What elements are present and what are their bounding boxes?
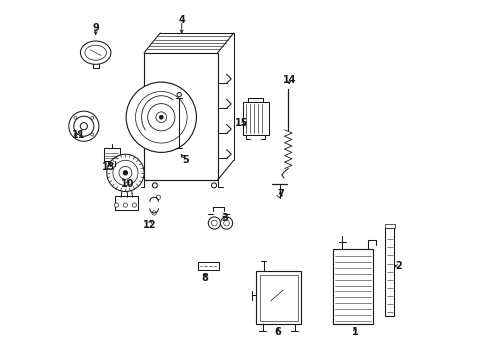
Circle shape xyxy=(135,91,187,143)
Circle shape xyxy=(147,104,175,131)
Circle shape xyxy=(208,217,220,229)
Text: 5: 5 xyxy=(182,155,188,165)
Circle shape xyxy=(156,195,160,199)
Circle shape xyxy=(114,203,119,207)
Text: 2: 2 xyxy=(394,261,401,271)
Circle shape xyxy=(223,220,229,226)
Bar xyxy=(242,102,268,135)
Circle shape xyxy=(119,166,132,179)
Text: 4: 4 xyxy=(178,15,185,26)
Circle shape xyxy=(156,112,166,123)
Bar xyxy=(256,271,301,324)
Circle shape xyxy=(126,82,196,152)
Text: 14: 14 xyxy=(282,75,295,85)
Circle shape xyxy=(211,183,216,188)
Bar xyxy=(144,53,217,180)
Text: 11: 11 xyxy=(72,130,85,140)
Circle shape xyxy=(152,211,156,215)
Circle shape xyxy=(74,116,94,136)
Circle shape xyxy=(132,203,136,207)
Circle shape xyxy=(113,160,138,185)
Circle shape xyxy=(91,116,94,119)
Text: 10: 10 xyxy=(121,179,134,189)
Ellipse shape xyxy=(80,41,111,64)
Text: 13: 13 xyxy=(102,162,115,172)
Bar xyxy=(333,249,372,324)
Text: 6: 6 xyxy=(274,327,281,337)
Text: 8: 8 xyxy=(201,273,208,283)
Text: 9: 9 xyxy=(92,23,99,33)
Circle shape xyxy=(80,123,87,130)
Bar xyxy=(115,196,138,211)
Bar xyxy=(385,228,394,316)
Circle shape xyxy=(74,133,77,136)
Text: 3: 3 xyxy=(221,213,228,222)
Circle shape xyxy=(123,171,127,175)
Bar xyxy=(104,148,120,161)
Bar xyxy=(260,275,297,320)
Bar xyxy=(198,262,219,270)
Text: 7: 7 xyxy=(276,189,283,199)
Circle shape xyxy=(159,116,163,119)
Text: 1: 1 xyxy=(351,327,358,337)
Circle shape xyxy=(177,93,181,97)
Circle shape xyxy=(123,203,127,207)
Ellipse shape xyxy=(85,45,106,60)
Text: 12: 12 xyxy=(142,220,156,230)
Circle shape xyxy=(106,154,144,192)
Circle shape xyxy=(152,183,157,188)
Circle shape xyxy=(220,217,232,229)
Bar xyxy=(384,224,394,228)
Text: 15: 15 xyxy=(234,118,248,128)
Circle shape xyxy=(69,111,99,141)
Circle shape xyxy=(91,133,94,136)
Circle shape xyxy=(74,116,77,119)
Circle shape xyxy=(211,220,217,226)
